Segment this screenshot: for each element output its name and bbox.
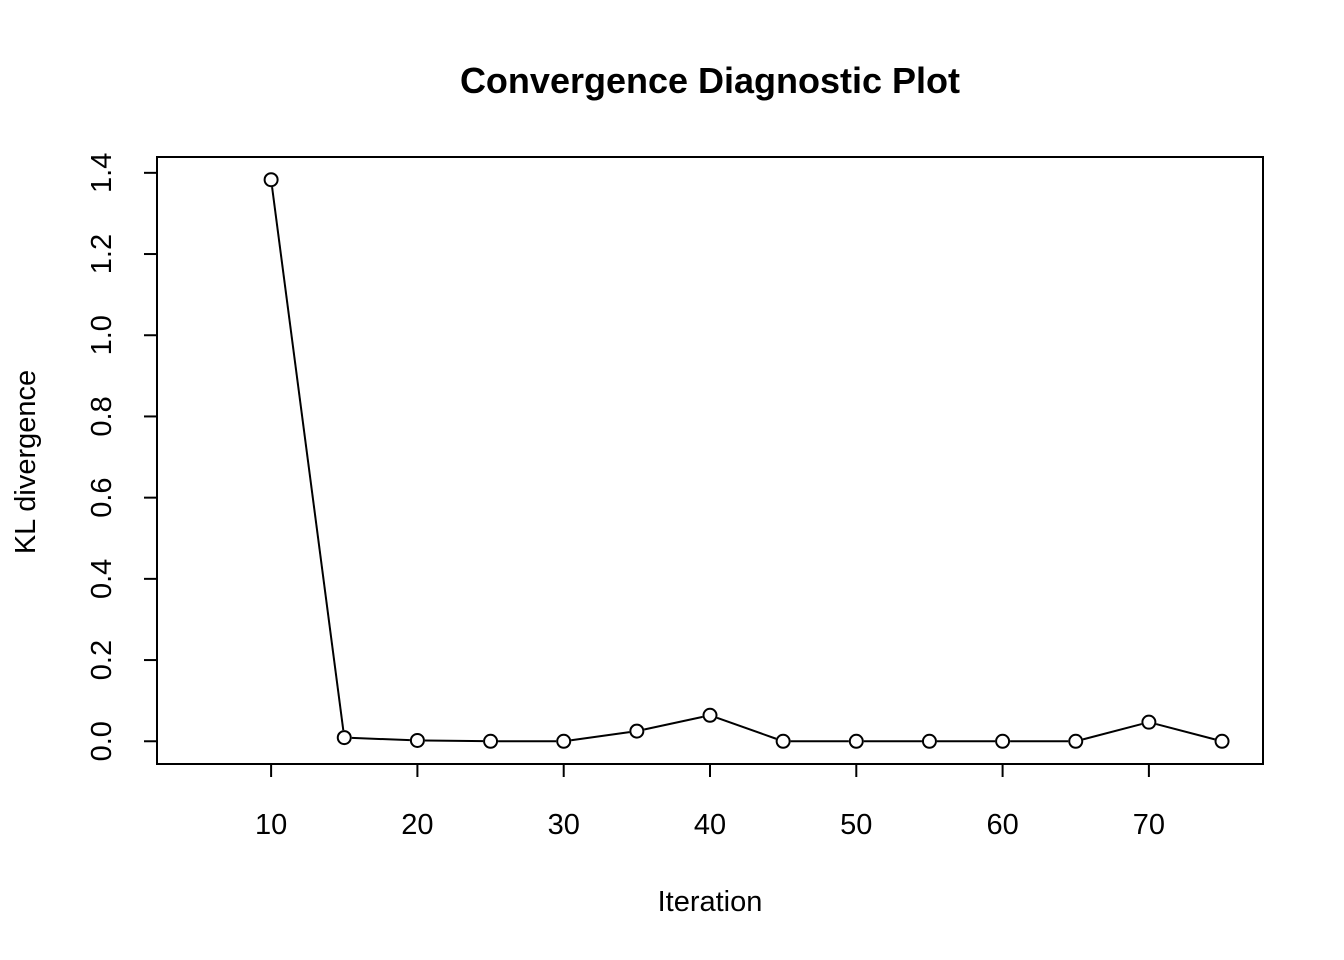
data-point [556, 733, 572, 749]
data-point [848, 733, 864, 749]
x-tick-label: 60 [986, 809, 1018, 841]
chart-title: Convergence Diagnostic Plot [460, 60, 960, 101]
x-tick-label: 20 [401, 809, 433, 841]
data-point [336, 730, 352, 746]
y-tick-label: 0.4 [86, 559, 118, 599]
y-tick-label: 1.2 [86, 234, 118, 274]
data-point [483, 733, 499, 749]
data-point [409, 732, 425, 748]
series-line-segment [1082, 723, 1142, 741]
plot-frame [156, 156, 1264, 765]
y-axis-label: KL divergence [10, 370, 42, 554]
y-tick-label: 1.0 [86, 315, 118, 355]
series-line-segment [424, 739, 484, 743]
x-axis-label: Iteration [658, 886, 763, 918]
series-line-segment [351, 736, 410, 742]
x-tick-label: 50 [840, 809, 872, 841]
data-point [995, 733, 1011, 749]
data-point [921, 733, 937, 749]
data-point [1141, 714, 1157, 730]
series-line-segment [716, 716, 777, 740]
data-point [263, 172, 279, 188]
y-tick-label: 1.4 [86, 153, 118, 193]
x-tick-label: 40 [694, 809, 726, 841]
y-tick-label: 0.0 [86, 721, 118, 761]
series-lines [271, 187, 1216, 743]
y-tick-label: 0.6 [86, 477, 118, 517]
data-point [775, 733, 791, 749]
series-line-segment [271, 187, 345, 731]
series-line-segment [1155, 723, 1216, 741]
y-tick-label: 0.8 [86, 396, 118, 436]
series-line-segment [570, 731, 630, 742]
series-line-segment [643, 715, 703, 731]
data-point [702, 707, 718, 723]
data-point [1068, 733, 1084, 749]
y-tick-label: 0.2 [86, 640, 118, 680]
x-tick-label: 10 [255, 809, 287, 841]
data-point [1214, 733, 1230, 749]
data-point [629, 723, 645, 739]
y-axis: 0.0 0.2 0.4 0.6 0.8 1.0 1.2 1.4 [86, 153, 157, 761]
series-points [263, 172, 1230, 749]
x-tick-label: 70 [1133, 809, 1165, 841]
x-axis: 10 20 30 40 50 60 70 [255, 764, 1165, 841]
x-tick-label: 30 [548, 809, 580, 841]
